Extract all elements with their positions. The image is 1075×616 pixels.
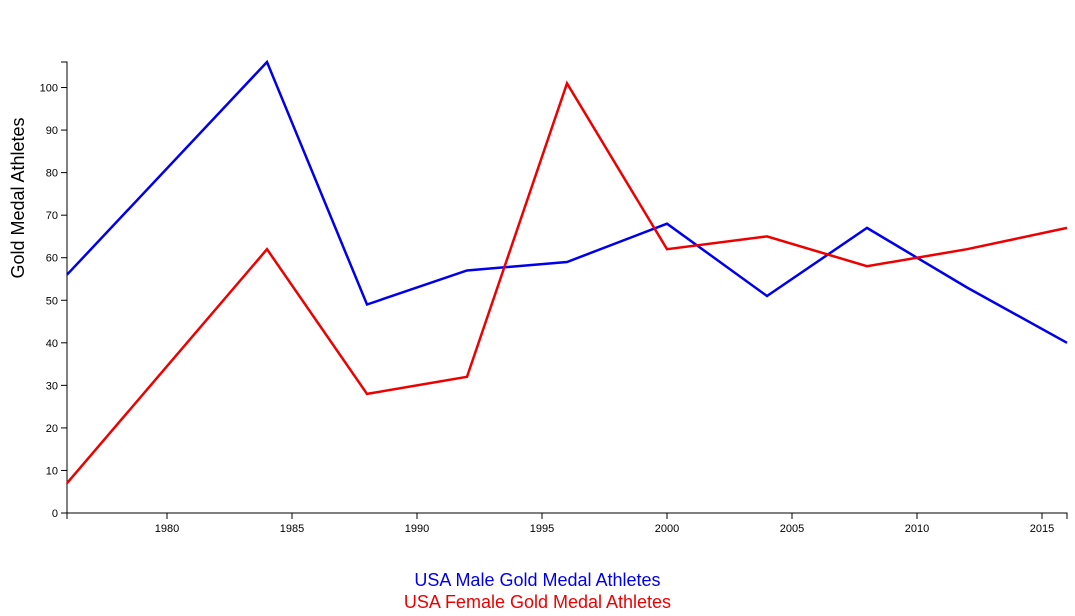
- y-tick-label: 40: [46, 338, 58, 350]
- y-tick-label: 50: [46, 295, 58, 307]
- y-tick-label: 0: [52, 508, 58, 520]
- x-axis: 1980 1985 1990 1995 2000 2005 2010 2015: [66, 512, 1068, 535]
- y-tick-label: 90: [46, 125, 58, 137]
- y-axis: 0 10 20 30 40 50 60 70 80 90 100: [40, 61, 68, 520]
- x-tick-label: 2000: [655, 523, 679, 535]
- y-tick-label: 70: [46, 210, 58, 222]
- line-chart: 0 10 20 30 40 50 60 70 80 90 100 1980 1985 1990 1995 2…: [8, 59, 1068, 535]
- legend-entry-female: USA Female Gold Medal Athletes: [403, 592, 672, 612]
- x-tick-label: 2015: [1030, 523, 1054, 535]
- y-tick-label: 10: [46, 465, 58, 477]
- legend-entry-male: USA Male Gold Medal Athletes: [414, 570, 661, 590]
- legend: USA Male Gold Medal Athletes USA Female …: [0, 569, 1075, 613]
- series-line-male: [66, 59, 1068, 344]
- series-line-female: [66, 80, 1068, 485]
- x-tick-label: 1995: [530, 523, 554, 535]
- y-tick-label: 100: [40, 83, 58, 95]
- y-tick-label: 60: [46, 253, 58, 265]
- x-axis-line: [66, 512, 1068, 519]
- series-lines: [66, 59, 1068, 485]
- y-tick-label: 80: [46, 168, 58, 180]
- x-tick-label: 1985: [280, 523, 304, 535]
- y-axis-label: Gold Medal Athletes: [8, 117, 28, 278]
- x-tick-label: 1980: [155, 523, 179, 535]
- x-tick-label: 2005: [780, 523, 804, 535]
- x-tick-label: 2010: [905, 523, 929, 535]
- y-tick-label: 30: [46, 380, 58, 392]
- x-tick-label: 1990: [405, 523, 429, 535]
- y-tick-label: 20: [46, 423, 58, 435]
